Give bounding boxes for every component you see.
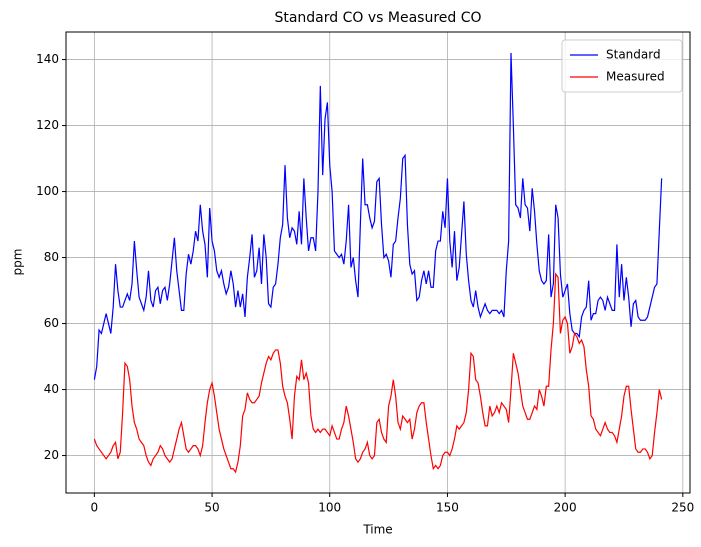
- legend-label: Standard: [606, 48, 661, 62]
- data-line: [93, 52, 663, 380]
- x-tick-label: 100: [318, 501, 341, 515]
- legend-box: [561, 39, 683, 93]
- x-axis-label: Time: [362, 523, 392, 537]
- y-tick-label: 40: [44, 382, 59, 396]
- x-tick-label: 0: [91, 501, 99, 515]
- y-axis-label: ppm: [11, 249, 25, 276]
- y-tick-label: 80: [44, 250, 59, 264]
- legend-label: Measured: [606, 70, 665, 84]
- x-tick-label: 50: [204, 501, 219, 515]
- plot-frame: [65, 31, 691, 494]
- y-tick-label: 20: [44, 448, 59, 462]
- chart-title: Standard CO vs Measured CO: [274, 10, 481, 26]
- y-tick-label: 60: [44, 316, 59, 330]
- y-tick-label: 100: [36, 184, 59, 198]
- y-tick-label: 120: [36, 118, 59, 132]
- data-line: [93, 272, 663, 474]
- legend: Standard Measured: [561, 39, 683, 93]
- x-tick-label: 150: [436, 501, 459, 515]
- x-tick-label: 250: [671, 501, 694, 515]
- y-tick-label: 140: [36, 52, 59, 66]
- x-tick-label: 200: [554, 501, 577, 515]
